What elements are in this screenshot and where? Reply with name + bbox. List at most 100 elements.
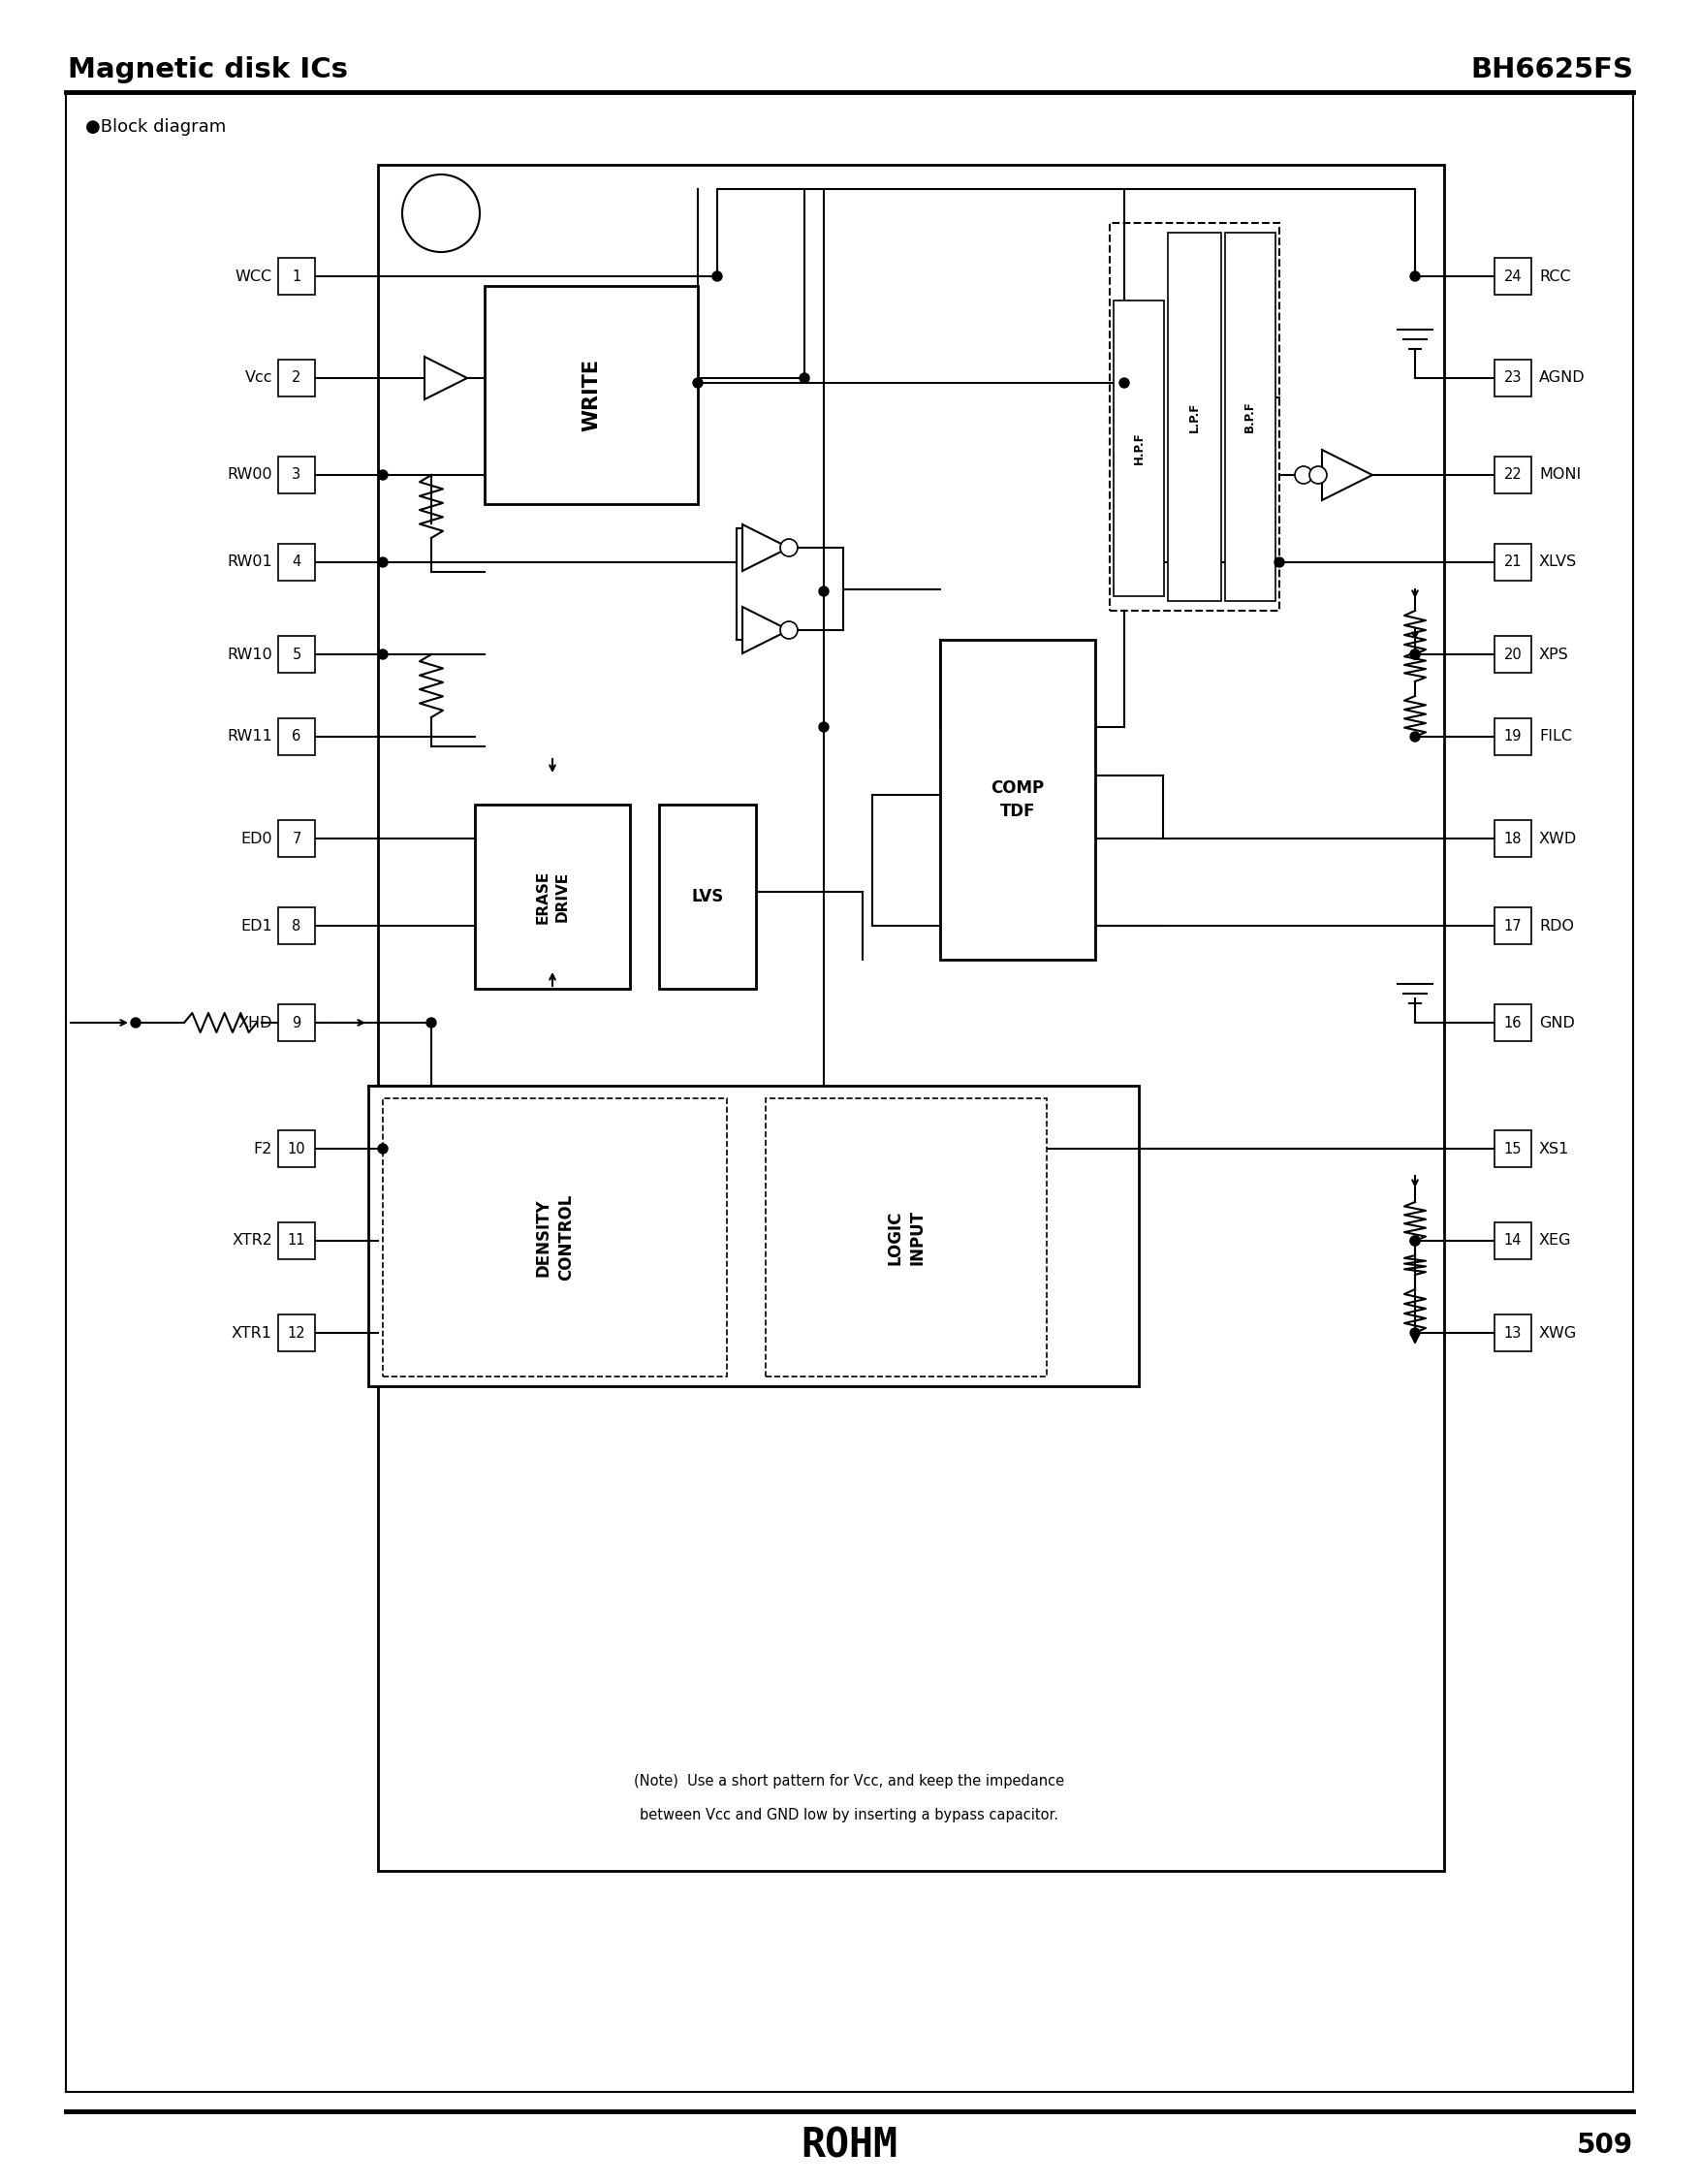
Bar (1495, 719, 1531, 756)
Circle shape (1295, 465, 1312, 483)
Circle shape (693, 378, 703, 389)
Text: 15: 15 (1504, 1142, 1522, 1155)
Text: LOGIC
INPUT: LOGIC INPUT (887, 1210, 926, 1265)
Bar (940, 640, 1096, 959)
Bar (279, 544, 314, 581)
Circle shape (819, 723, 829, 732)
Text: ED1: ED1 (241, 919, 272, 933)
Text: 3: 3 (292, 467, 301, 483)
Text: L.P.F: L.P.F (1188, 402, 1201, 432)
Text: 6: 6 (292, 729, 301, 745)
Text: AGND: AGND (1539, 371, 1585, 384)
Polygon shape (1322, 450, 1373, 500)
Text: RDO: RDO (1539, 919, 1573, 933)
Text: 14: 14 (1504, 1234, 1522, 1247)
Text: 10: 10 (287, 1142, 306, 1155)
Polygon shape (425, 356, 467, 400)
Text: XTR1: XTR1 (231, 1326, 272, 1341)
Text: ●Block diagram: ●Block diagram (85, 118, 226, 135)
Text: 2: 2 (292, 371, 301, 384)
Circle shape (1410, 271, 1420, 282)
Text: 22: 22 (1504, 467, 1522, 483)
Text: 23: 23 (1504, 371, 1522, 384)
Circle shape (1410, 1236, 1420, 1245)
Text: DENSITY
CONTROL: DENSITY CONTROL (535, 1195, 574, 1280)
Circle shape (131, 1018, 141, 1026)
Circle shape (1410, 649, 1420, 660)
Bar (279, 906, 314, 943)
Circle shape (1274, 557, 1284, 568)
Bar (1495, 636, 1531, 673)
Text: XLVS: XLVS (1539, 555, 1577, 570)
Circle shape (1410, 732, 1420, 743)
Text: FILC: FILC (1539, 729, 1572, 745)
FancyBboxPatch shape (382, 1099, 727, 1376)
Text: 17: 17 (1504, 919, 1522, 933)
Bar (279, 1315, 314, 1352)
Bar (659, 804, 756, 989)
Text: COMP
TDF: COMP TDF (991, 780, 1045, 819)
Circle shape (1410, 1236, 1420, 1245)
Circle shape (377, 1144, 387, 1153)
Bar (369, 1085, 1138, 1387)
Circle shape (1310, 465, 1327, 483)
Bar (1113, 301, 1164, 596)
Text: F2: F2 (253, 1142, 272, 1155)
Text: 20: 20 (1504, 646, 1522, 662)
Bar (279, 1005, 314, 1042)
Bar (279, 258, 314, 295)
Text: ROHM: ROHM (800, 2125, 899, 2167)
Circle shape (377, 649, 387, 660)
Bar (279, 819, 314, 856)
Circle shape (1410, 649, 1420, 660)
Text: XS1: XS1 (1539, 1142, 1570, 1155)
Bar (377, 164, 1444, 1872)
Text: between Vcc and GND low by inserting a bypass capacitor.: between Vcc and GND low by inserting a b… (639, 1808, 1058, 1821)
Bar (1495, 906, 1531, 943)
Text: Magnetic disk ICs: Magnetic disk ICs (68, 57, 348, 83)
Bar (1495, 258, 1531, 295)
Circle shape (377, 470, 387, 480)
Text: WCC: WCC (236, 269, 272, 284)
Text: XTR2: XTR2 (231, 1234, 272, 1247)
Text: RW11: RW11 (228, 729, 272, 745)
Text: 5: 5 (292, 646, 301, 662)
Bar (476, 804, 630, 989)
Text: LVS: LVS (691, 889, 724, 906)
Text: 4: 4 (292, 555, 301, 570)
Bar (1495, 1223, 1531, 1260)
Text: 1: 1 (292, 269, 301, 284)
Circle shape (403, 175, 479, 251)
FancyBboxPatch shape (1109, 223, 1279, 612)
Bar (279, 1223, 314, 1260)
Bar (279, 636, 314, 673)
Circle shape (780, 539, 797, 557)
Text: GND: GND (1539, 1016, 1575, 1031)
Bar (484, 286, 698, 505)
Circle shape (377, 557, 387, 568)
Text: XWD: XWD (1539, 832, 1577, 845)
Circle shape (712, 271, 722, 282)
Text: XEG: XEG (1539, 1234, 1572, 1247)
Bar (279, 1131, 314, 1166)
Text: 16: 16 (1504, 1016, 1522, 1031)
Text: 21: 21 (1504, 555, 1522, 570)
Bar (279, 719, 314, 756)
Circle shape (800, 373, 809, 382)
Text: 7: 7 (292, 832, 301, 845)
Text: 8: 8 (292, 919, 301, 933)
Bar (1495, 360, 1531, 397)
Text: ERASE
DRIVE: ERASE DRIVE (535, 869, 569, 924)
Text: (Note)  Use a short pattern for Vcc, and keep the impedance: (Note) Use a short pattern for Vcc, and … (634, 1773, 1064, 1789)
Bar (1495, 456, 1531, 494)
Text: XHD: XHD (238, 1016, 272, 1031)
Text: 18: 18 (1504, 832, 1522, 845)
Circle shape (1410, 1328, 1420, 1339)
Text: 24: 24 (1504, 269, 1522, 284)
Text: RW01: RW01 (228, 555, 272, 570)
Circle shape (426, 1018, 437, 1026)
Bar (1495, 819, 1531, 856)
Bar (1495, 1131, 1531, 1166)
Text: XWG: XWG (1539, 1326, 1577, 1341)
Bar (279, 456, 314, 494)
